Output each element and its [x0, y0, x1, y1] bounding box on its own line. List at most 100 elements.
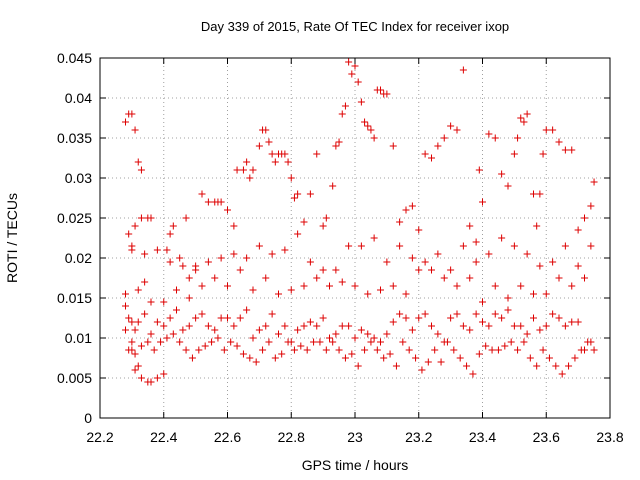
data-point	[246, 354, 254, 362]
data-point	[141, 310, 149, 318]
data-point	[341, 354, 349, 362]
data-point	[128, 318, 136, 326]
data-point	[453, 282, 461, 290]
data-point	[252, 358, 260, 366]
data-point	[243, 158, 251, 166]
data-point	[128, 338, 136, 346]
data-point	[230, 222, 238, 230]
data-point	[408, 254, 416, 262]
data-point	[281, 150, 289, 158]
data-point	[482, 342, 490, 350]
data-point	[475, 166, 483, 174]
data-point	[504, 306, 512, 314]
data-point	[507, 338, 515, 346]
data-point	[313, 150, 321, 158]
data-point	[367, 338, 375, 346]
x-axis-label: GPS time / hours	[302, 457, 409, 473]
data-point	[134, 158, 142, 166]
data-point	[574, 226, 582, 234]
data-point	[262, 274, 270, 282]
y-tick-labels: 0 0.005 0.01 0.015 0.02 0.025 0.03 0.035 0.04 0.0…	[57, 50, 92, 426]
data-point	[555, 314, 563, 322]
data-point	[160, 298, 168, 306]
data-point	[185, 322, 193, 330]
data-point	[278, 350, 286, 358]
y-tick-label: 0.04	[65, 90, 92, 106]
data-point	[354, 78, 362, 86]
data-point	[294, 326, 302, 334]
data-point	[182, 346, 190, 354]
data-point	[166, 230, 174, 238]
data-point	[338, 322, 346, 330]
data-point	[396, 310, 404, 318]
data-point	[402, 314, 410, 322]
data-point	[568, 146, 576, 154]
data-point	[125, 346, 133, 354]
data-point	[542, 290, 550, 298]
data-point	[169, 330, 177, 338]
data-point	[265, 338, 273, 346]
data-point	[176, 254, 184, 262]
data-point	[297, 342, 305, 350]
data-point	[300, 218, 308, 226]
data-point	[153, 374, 161, 382]
data-point	[364, 122, 372, 130]
data-point	[367, 126, 375, 134]
data-point	[542, 126, 550, 134]
data-point	[577, 346, 585, 354]
data-point	[173, 306, 180, 314]
data-point	[233, 342, 241, 350]
data-point	[402, 290, 410, 298]
data-point	[204, 258, 212, 266]
data-point	[498, 170, 506, 178]
data-point	[160, 322, 168, 330]
data-point	[494, 346, 502, 354]
data-point	[160, 370, 168, 378]
data-point	[396, 242, 404, 250]
data-point	[131, 326, 139, 334]
data-point	[290, 346, 298, 354]
data-point	[224, 206, 231, 214]
data-point	[383, 330, 391, 338]
data-point	[137, 214, 145, 222]
data-point	[329, 338, 337, 346]
data-point	[204, 322, 212, 330]
data-point	[141, 250, 149, 258]
data-point	[373, 346, 381, 354]
data-point	[338, 110, 346, 118]
data-point	[491, 282, 499, 290]
data-point	[479, 298, 486, 306]
data-point	[211, 274, 219, 282]
data-point	[558, 370, 566, 378]
data-point	[208, 338, 216, 346]
data-point	[335, 346, 343, 354]
data-point	[275, 290, 282, 298]
data-point	[166, 314, 174, 322]
data-point	[313, 274, 321, 282]
data-point	[137, 342, 145, 350]
data-point	[434, 250, 442, 258]
data-point	[568, 282, 576, 290]
data-point	[472, 238, 480, 246]
data-point	[144, 338, 152, 346]
data-point	[520, 338, 528, 346]
data-point	[405, 346, 413, 354]
data-point	[147, 330, 155, 338]
data-point	[463, 362, 471, 370]
data-point	[185, 274, 193, 282]
data-point	[259, 346, 267, 354]
data-point	[587, 242, 595, 250]
data-point	[341, 102, 349, 110]
data-point	[224, 314, 231, 322]
data-point	[284, 338, 292, 346]
data-point	[281, 322, 289, 330]
data-point	[243, 254, 251, 262]
data-point	[204, 198, 212, 206]
data-point	[306, 318, 314, 326]
data-point	[539, 346, 547, 354]
x-tick-label: 22.8	[278, 429, 305, 445]
data-point	[380, 354, 388, 362]
data-point	[255, 142, 263, 150]
data-point	[198, 190, 206, 198]
data-point	[434, 330, 442, 338]
